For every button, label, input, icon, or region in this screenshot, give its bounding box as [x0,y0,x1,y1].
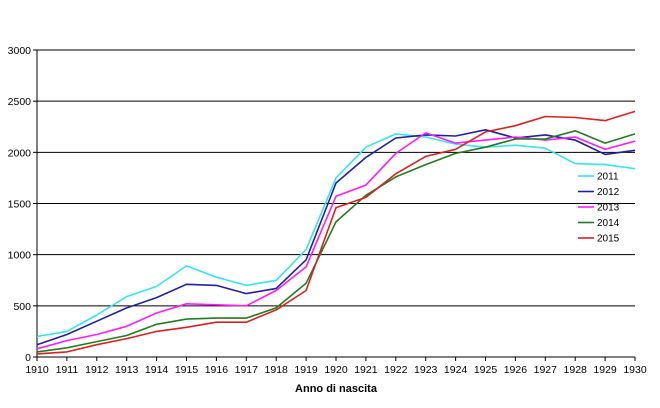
x-tick-label: 1924 [444,364,468,376]
x-tick-label: 1925 [474,364,498,376]
legend-label-2012: 2012 [597,187,620,198]
x-tick-label: 1928 [564,364,588,376]
series-line-2014 [36,130,636,353]
x-tick-label: 1926 [504,364,528,376]
legend-label-2014: 2014 [597,218,620,229]
legend-label-2011: 2011 [597,172,619,183]
x-tick-label: 1918 [265,364,289,376]
axes: 0 500 1000 1500 2000 2500 3000 1910 1911 1912 1913… [8,45,647,376]
x-tick-label: 1913 [115,364,139,376]
x-tick-label: 1910 [25,364,49,376]
x-tick-label: 1914 [145,364,169,376]
x-tick-label: 1922 [384,364,408,376]
y-tick-label: 0 [25,352,31,364]
x-tick-label: 1919 [294,364,318,376]
x-tick-label: 1921 [354,364,378,376]
x-tick-label: 1917 [235,364,259,376]
x-tick-label: 1912 [85,364,109,376]
x-axis-title: Anno di nascita [295,383,378,395]
y-tick-label: 2500 [8,96,32,108]
legend: 2011 2012 2013 2014 2015 [578,172,620,245]
x-tick-label: 1920 [324,364,348,376]
gridlines [37,49,635,307]
y-tick-label: 1000 [8,250,32,262]
x-tick-label: 1930 [623,364,647,376]
y-tick-label: 2000 [8,147,32,159]
y-tick-label: 3000 [8,45,32,57]
y-tick-label: 1500 [8,199,32,211]
series-line-2012 [36,129,636,346]
series-lines [36,110,636,355]
x-tick-label: 1929 [593,364,617,376]
y-tick-label: 500 [13,301,31,313]
series-line-2015 [36,110,636,355]
series-line-2011 [36,133,636,338]
series-line-2013 [36,132,636,350]
legend-label-2015: 2015 [597,234,620,245]
x-tick-label: 1911 [56,364,79,376]
x-tick-label: 1927 [534,364,558,376]
x-tick-label: 1923 [414,364,438,376]
x-tick-label: 1916 [205,364,229,376]
x-tick-label: 1915 [175,364,199,376]
legend-label-2013: 2013 [597,203,620,214]
